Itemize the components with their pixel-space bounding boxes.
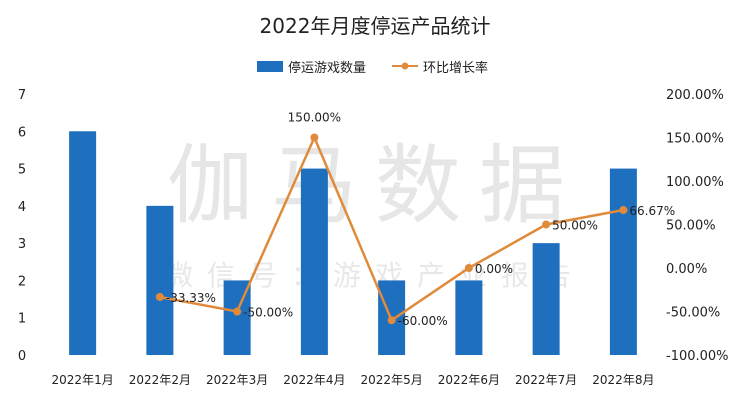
growth-data-label: -50.00% bbox=[243, 306, 293, 320]
growth-data-label: -60.00% bbox=[398, 314, 448, 328]
bar bbox=[609, 168, 637, 355]
legend: 停运游戏数量 环比增长率 bbox=[257, 60, 488, 76]
left-tick-label: 2 bbox=[18, 274, 26, 289]
data-labels: -33.33% -50.00% 150.00% -60.00% 0.00% 50.00% 6… bbox=[166, 111, 675, 329]
left-tick-label: 6 bbox=[18, 125, 26, 140]
growth-data-label: 0.00% bbox=[475, 262, 513, 276]
left-tick-label: 5 bbox=[18, 163, 26, 178]
growth-point bbox=[233, 307, 242, 316]
growth-point bbox=[310, 133, 319, 142]
x-tick-label: 2022年1月 bbox=[52, 373, 114, 387]
bar bbox=[455, 280, 483, 355]
growth-point bbox=[542, 220, 551, 229]
growth-data-label: -33.33% bbox=[166, 291, 216, 305]
right-tick-label: -50.00% bbox=[666, 306, 720, 321]
x-tick-label: 2022年6月 bbox=[438, 373, 500, 387]
legend-swatch-marker bbox=[401, 62, 409, 70]
growth-point bbox=[619, 205, 628, 214]
left-axis-ticks: 0 1 2 3 4 5 6 7 bbox=[18, 88, 26, 364]
right-tick-label: 200.00% bbox=[666, 88, 724, 103]
growth-point bbox=[387, 316, 396, 325]
bar bbox=[69, 131, 97, 355]
x-tick-label: 2022年7月 bbox=[515, 373, 577, 387]
legend-label-line: 环比增长率 bbox=[423, 60, 488, 76]
right-tick-label: 0.00% bbox=[666, 262, 707, 277]
x-tick-label: 2022年4月 bbox=[283, 373, 345, 387]
left-tick-label: 4 bbox=[18, 200, 26, 215]
growth-point bbox=[464, 264, 473, 272]
x-axis-labels: 2022年1月 2022年2月 2022年3月 2022年4月 2022年5月 2022年… bbox=[52, 373, 655, 387]
x-tick-label: 2022年3月 bbox=[206, 373, 268, 387]
bar bbox=[146, 205, 174, 355]
legend-swatch-bar bbox=[257, 61, 283, 72]
right-tick-label: 100.00% bbox=[666, 175, 724, 190]
growth-data-label: 150.00% bbox=[288, 111, 341, 125]
watermark: 伽马数据 微信号：游戏产业报告 bbox=[165, 136, 583, 292]
left-tick-label: 3 bbox=[18, 237, 26, 252]
growth-data-label: 66.67% bbox=[629, 204, 675, 218]
bar bbox=[532, 243, 560, 355]
bars bbox=[69, 131, 637, 355]
growth-data-label: 50.00% bbox=[552, 219, 598, 233]
x-tick-label: 2022年2月 bbox=[129, 373, 191, 387]
right-tick-label: 50.00% bbox=[666, 219, 716, 234]
bar bbox=[300, 168, 328, 355]
watermark-text: 伽马数据 bbox=[167, 136, 583, 236]
chart-title: 2022年月度停运产品统计 bbox=[260, 14, 491, 38]
right-tick-label: -100.00% bbox=[666, 349, 729, 364]
x-tick-label: 2022年5月 bbox=[361, 373, 423, 387]
growth-line-layer bbox=[155, 133, 628, 325]
x-tick-label: 2022年8月 bbox=[592, 373, 654, 387]
right-tick-label: 150.00% bbox=[666, 132, 724, 147]
left-tick-label: 7 bbox=[18, 88, 26, 103]
growth-point bbox=[155, 292, 164, 301]
legend-label-bar: 停运游戏数量 bbox=[288, 60, 366, 76]
left-tick-label: 1 bbox=[18, 312, 26, 327]
right-axis-ticks: -100.00% -50.00% 0.00% 50.00% 100.00% 150.00%… bbox=[666, 88, 729, 364]
left-tick-label: 0 bbox=[18, 349, 26, 364]
